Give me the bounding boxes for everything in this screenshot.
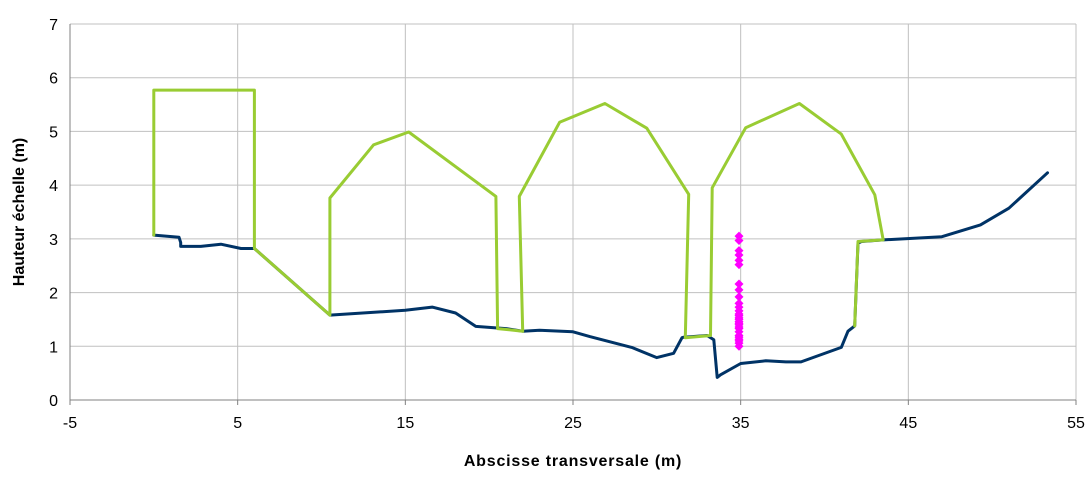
- x-axis-title: Abscisse transversale (m): [464, 453, 682, 470]
- x-tick-label: 15: [396, 415, 414, 432]
- x-tick-label: 5: [233, 415, 242, 432]
- series-line-structure: [152, 88, 885, 340]
- y-tick-label: 7: [49, 17, 58, 34]
- data-point-diamond: [734, 246, 744, 256]
- data-point-diamond: [734, 231, 744, 241]
- y-tick-label: 2: [49, 286, 58, 303]
- data-point-diamond: [734, 279, 744, 289]
- x-tick-label: 25: [564, 415, 582, 432]
- axes: [69, 24, 1076, 401]
- data-point-diamond: [734, 292, 744, 302]
- y-tick-label: 5: [49, 124, 58, 141]
- x-tick-label: -5: [63, 415, 77, 432]
- y-tick-label: 1: [49, 339, 58, 356]
- y-tick-label: 6: [49, 71, 58, 88]
- y-tick-label: 4: [49, 178, 58, 195]
- x-tick-label: 35: [732, 415, 750, 432]
- data-point-diamond: [734, 255, 744, 265]
- y-tick-label: 3: [49, 232, 58, 249]
- series-group: [152, 88, 1049, 379]
- data-point-diamond: [734, 332, 744, 342]
- x-tick-label: 45: [899, 415, 917, 432]
- y-tick-label: 0: [49, 393, 58, 410]
- gridlines: [69, 23, 1077, 405]
- y-axis-title: Hauteur échelle (m): [11, 138, 28, 286]
- data-point-diamond: [734, 311, 744, 321]
- data-point-diamond: [734, 298, 744, 308]
- data-point-diamond: [734, 285, 744, 295]
- x-tick-label: 55: [1067, 415, 1085, 432]
